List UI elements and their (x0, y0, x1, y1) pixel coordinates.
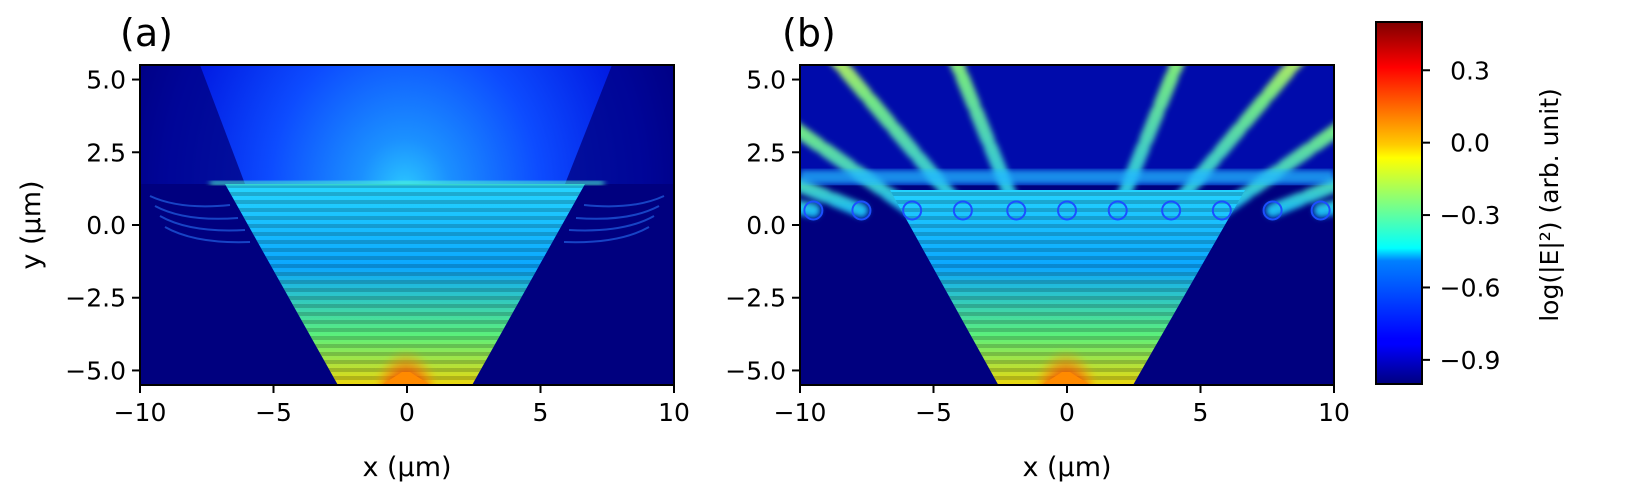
panel-a-heatmap (140, 65, 674, 385)
panel-b-ytick-label: 5.0 (746, 66, 786, 95)
panel-b-heatmap (800, 65, 1334, 385)
colorbar-tick-label: 0.3 (1450, 56, 1490, 85)
panel-b-ytick-label: 0.0 (746, 211, 786, 240)
panel-b-xlabel: x (μm) (1022, 452, 1111, 482)
scatterer (1107, 200, 1128, 221)
scatterer (1310, 200, 1331, 221)
panel-b-xtick-label: 10 (1318, 398, 1350, 427)
scatterer (902, 200, 923, 221)
panel-b-ytick-label: −2.5 (725, 284, 786, 313)
panel-a-label: (a) (120, 11, 173, 55)
panel-b-ytick-label: −5.0 (725, 356, 786, 385)
panel-b-label: (b) (782, 11, 836, 55)
panel-a-ytick-label: 2.5 (86, 138, 126, 167)
panel-a-xlabel: x (μm) (362, 452, 451, 482)
colorbar-label: log(|E|²) (arb. unit) (1535, 88, 1564, 322)
colorbar-tick-label: −0.6 (1440, 273, 1501, 302)
scatterer (1161, 200, 1182, 221)
panel-a-xtick-label: 5 (533, 398, 549, 427)
beam (1265, 178, 1334, 218)
panel-a-xtick-label: −10 (114, 398, 167, 427)
scatterer (1006, 200, 1027, 221)
scatterer (1057, 200, 1077, 221)
colorbar-ticks: 0.3 0.0 −0.3 −0.6 −0.9 (1422, 56, 1500, 375)
scatterer (1262, 200, 1283, 221)
panel-b-xtick-label: 5 (1193, 398, 1209, 427)
panel-a-xtick-label: 0 (399, 398, 415, 427)
colorbar (1375, 21, 1423, 385)
panel-a-ytick-label: 5.0 (86, 66, 126, 95)
panel-a-ytick-label: −5.0 (65, 356, 126, 385)
panel-a-axes: −10 −5 0 5 10 5.0 2.5 0.0 −2.5 −5.0 (65, 66, 690, 427)
scatterer (952, 200, 973, 221)
beam (1214, 123, 1334, 218)
beam (1313, 200, 1334, 218)
scatterer (803, 200, 824, 221)
scatterer (1211, 200, 1232, 221)
panel-a-xtick-label: −5 (255, 398, 292, 427)
colorbar-tick-label: 0.0 (1450, 129, 1490, 158)
beam (800, 123, 920, 218)
panel-b-ytick-label: 2.5 (746, 138, 786, 167)
panel-b-xtick-label: 0 (1059, 398, 1075, 427)
panel-a-ytick-label: 0.0 (86, 211, 126, 240)
panel-b-xtick-label: −5 (915, 398, 952, 427)
panel-a-ytick-label: −2.5 (65, 284, 126, 313)
panel-a-xtick-label: 10 (658, 398, 690, 427)
beam (800, 178, 869, 218)
panel-a-ylabel: y (μm) (16, 180, 47, 269)
colorbar-tick-label: −0.9 (1440, 346, 1501, 375)
colorbar-tick-label: −0.3 (1440, 201, 1501, 230)
panel-b-axes: −10 −5 0 5 10 5.0 2.5 0.0 −2.5 −5.0 (725, 66, 1350, 427)
panel-b-xtick-label: −10 (774, 398, 827, 427)
scatterer (851, 200, 872, 221)
